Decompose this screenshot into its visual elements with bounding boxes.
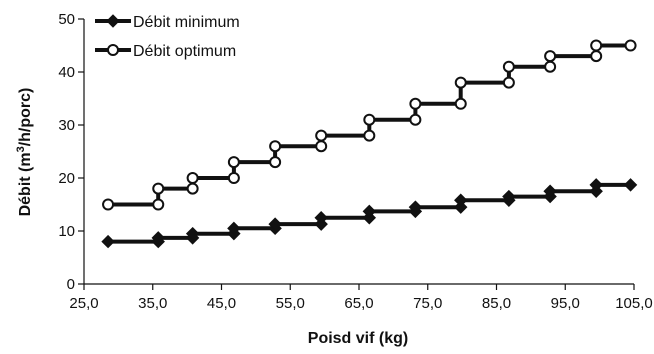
- x-tick-label: 95,0: [551, 295, 580, 312]
- x-tick-label: 45,0: [207, 295, 236, 312]
- y-axis-title-main: Débit (m: [17, 152, 34, 216]
- legend: Débit minimum Débit optimum: [95, 14, 240, 60]
- data-point: [363, 129, 376, 142]
- data-point: [454, 76, 467, 89]
- x-tick-label: 65,0: [344, 295, 373, 312]
- series-minimum: [101, 178, 638, 249]
- data-point: [152, 182, 165, 195]
- x-tick-label: 35,0: [138, 295, 167, 312]
- axes: 0 10 20 30 40 50 25,0 35,0 45,0 55,0 65,0 75,0 85,0 9…: [58, 11, 652, 312]
- x-tick-label: 25,0: [69, 295, 98, 312]
- data-point: [544, 60, 557, 73]
- x-tick-label: 55,0: [276, 295, 305, 312]
- data-point: [269, 140, 282, 153]
- data-point: [590, 50, 603, 63]
- data-point: [186, 182, 199, 195]
- x-tick-label: 85,0: [482, 295, 511, 312]
- y-axis-title-sup: 3: [15, 146, 27, 152]
- data-point: [363, 113, 376, 126]
- data-point: [502, 189, 516, 204]
- data-point: [151, 231, 165, 245]
- y-axis-title: Débit (m3/h/porc): [15, 88, 34, 217]
- data-point: [502, 60, 515, 73]
- data-point: [227, 156, 240, 169]
- data-point: [315, 140, 328, 153]
- y-tick-label: 20: [58, 170, 75, 187]
- data-point: [409, 97, 422, 110]
- y-axis-title-rest: /h/porc): [17, 88, 34, 147]
- legend-marker-minimum: [106, 14, 120, 28]
- y-tick-label: 50: [58, 11, 75, 28]
- data-point: [186, 172, 199, 184]
- x-tick-label: 75,0: [413, 295, 442, 312]
- data-point: [268, 217, 282, 231]
- data-point: [227, 221, 241, 236]
- y-tick-label: 40: [58, 64, 75, 81]
- data-point: [589, 178, 603, 192]
- y-tick-label: 10: [58, 223, 75, 240]
- data-point: [362, 204, 377, 219]
- data-point: [543, 184, 557, 198]
- data-point: [101, 234, 115, 249]
- data-point: [152, 198, 165, 211]
- y-tick-label: 30: [58, 117, 75, 134]
- data-point: [315, 129, 328, 142]
- legend-label-minimum: Débit minimum: [133, 14, 240, 31]
- data-point: [185, 226, 200, 241]
- x-tick-label: 105,0: [615, 295, 653, 312]
- data-point: [502, 76, 515, 89]
- data-point: [227, 172, 240, 184]
- legend-label-optimum: Débit optimum: [133, 43, 236, 60]
- data-point: [408, 200, 423, 214]
- data-point: [409, 113, 422, 126]
- data-point: [454, 200, 468, 214]
- y-tick-label: 0: [67, 276, 75, 293]
- data-point: [102, 198, 115, 211]
- data-point: [544, 50, 557, 63]
- data-point: [590, 39, 603, 52]
- legend-marker-optimum: [107, 44, 119, 56]
- series-optimum: [102, 39, 637, 211]
- x-axis-title: Poisd vif (kg): [308, 330, 408, 347]
- data-point: [454, 97, 467, 110]
- data-point: [314, 211, 328, 225]
- data-point: [624, 39, 637, 52]
- series-layer: [101, 39, 638, 249]
- data-point: [269, 156, 282, 169]
- data-point: [454, 193, 468, 207]
- data-point: [623, 178, 638, 192]
